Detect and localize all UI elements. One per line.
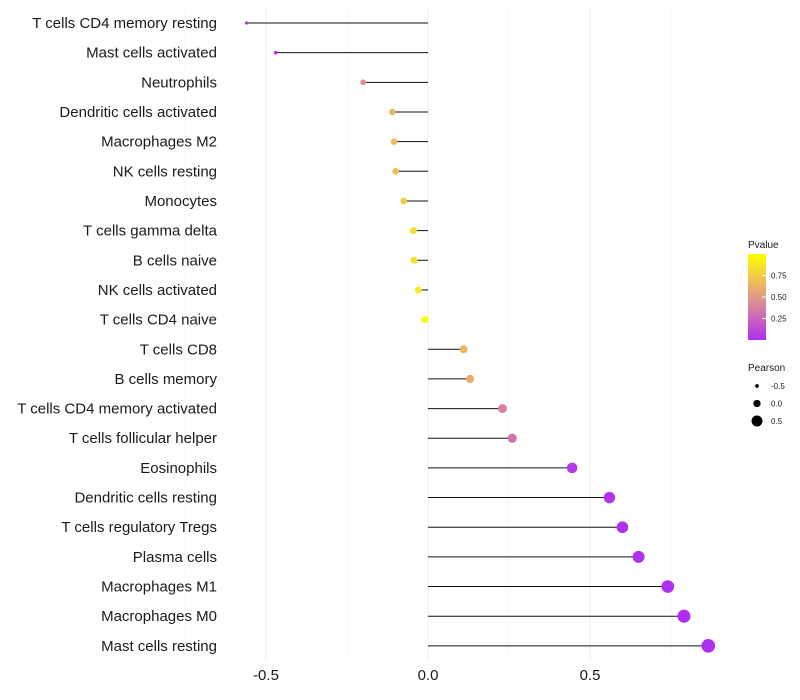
lollipop-point — [616, 521, 629, 534]
x-tick-label: 0.0 — [418, 667, 439, 684]
x-axis-ticks: -0.5 0.0 0.5 — [253, 667, 600, 684]
y-tick-label: T cells regulatory Tregs — [61, 519, 217, 536]
lollipop-point — [400, 197, 408, 205]
legend-size-label: -0.5 — [771, 382, 785, 391]
lollipop-point — [466, 374, 475, 384]
lollipop-point — [498, 404, 507, 414]
legend-size-keys: -0.5 0.0 0.5 — [751, 382, 785, 427]
y-tick-label: T cells CD4 naive — [100, 312, 217, 329]
lollipop-stems — [246, 22, 709, 647]
lollipop-point — [410, 256, 418, 264]
lollipop-point — [677, 609, 691, 623]
lollipop-point — [421, 315, 429, 324]
y-tick-label: B cells memory — [114, 371, 217, 388]
lollipop-point — [459, 345, 468, 354]
y-tick-label: Mast cells activated — [86, 45, 217, 62]
legend-size-key — [751, 415, 763, 427]
legend-color-title: Pvalue — [748, 240, 779, 251]
legend-size-label: 0.5 — [771, 417, 783, 426]
lollipop-point — [603, 491, 616, 504]
lollipop-point — [632, 550, 645, 563]
y-axis-labels: T cells CD4 memory resting Mast cells act… — [17, 15, 217, 655]
legend-size-key — [753, 399, 761, 408]
lollipop-point — [661, 580, 675, 593]
y-tick-label: Macrophages M0 — [101, 608, 217, 625]
lollipop-points — [244, 21, 716, 653]
lollipop-point — [414, 286, 422, 294]
y-tick-label: Plasma cells — [133, 549, 217, 566]
lollipop-point — [409, 227, 417, 235]
legend-size-key — [755, 384, 759, 388]
y-tick-label: T cells CD8 — [140, 341, 217, 358]
lollipop-point — [392, 168, 399, 175]
y-tick-label: Macrophages M1 — [101, 579, 217, 596]
y-tick-label: Mast cells resting — [101, 638, 217, 655]
y-tick-label: Dendritic cells activated — [59, 104, 217, 121]
lollipop-point — [244, 21, 249, 25]
lollipop-point — [701, 639, 716, 653]
y-tick-label: Monocytes — [144, 193, 217, 210]
y-tick-label: Macrophages M2 — [101, 134, 217, 151]
y-tick-label: Neutrophils — [141, 74, 217, 91]
lollipop-point — [389, 108, 396, 116]
legend-color-tick-label: 0.50 — [771, 293, 787, 302]
grid-lines — [184, 8, 672, 660]
legend-color-tick-label: 0.25 — [771, 315, 787, 324]
legend-size-title: Pearson — [748, 363, 785, 374]
y-tick-label: T cells gamma delta — [83, 223, 218, 240]
y-tick-label: NK cells resting — [113, 163, 217, 180]
y-tick-label: T cells CD4 memory activated — [17, 401, 217, 418]
legend-colorbar — [748, 254, 766, 340]
y-tick-label: Eosinophils — [140, 460, 217, 477]
lollipop-point — [507, 433, 517, 443]
legend: Pvalue 0.25 0.50 0.75 Pearson -0.5 0.0 0.5 — [748, 240, 787, 427]
x-tick-label: -0.5 — [253, 667, 279, 684]
y-tick-label: NK cells activated — [98, 282, 217, 299]
y-tick-label: T cells CD4 memory resting — [32, 15, 217, 32]
legend-color-ticks: 0.25 0.50 0.75 — [762, 272, 787, 324]
y-tick-label: B cells naive — [133, 252, 217, 269]
lollipop-point — [360, 79, 367, 86]
legend-size-label: 0.0 — [771, 400, 783, 409]
x-tick-label: 0.5 — [580, 667, 601, 684]
lollipop-point — [390, 138, 398, 145]
y-tick-label: Dendritic cells resting — [74, 490, 217, 507]
lollipop-point — [566, 462, 578, 474]
legend-color-tick-label: 0.75 — [771, 272, 787, 281]
y-tick-label: T cells follicular helper — [69, 430, 217, 447]
lollipop-point — [273, 50, 278, 55]
